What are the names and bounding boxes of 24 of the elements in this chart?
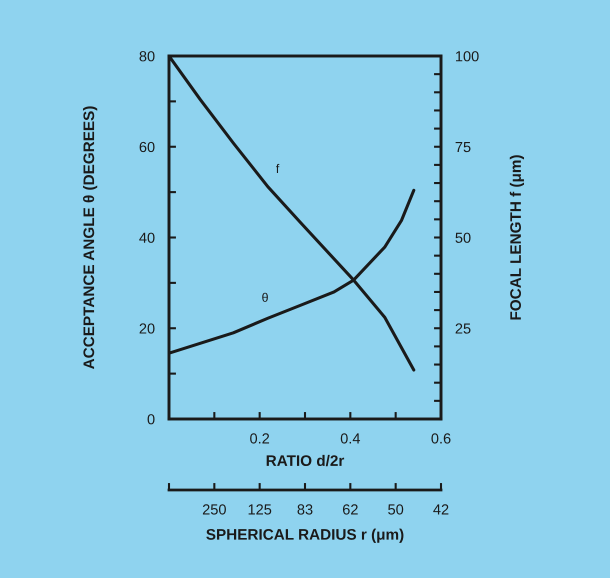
y-axis-title: ACCEPTANCE ANGLE θ (DEGREES) <box>82 106 98 369</box>
x-tick-label: 0.4 <box>340 433 360 444</box>
y-tick-label: 80 <box>140 51 155 62</box>
text: SPHERICAL RADIUS r (μm) <box>206 528 404 543</box>
y-tick-label: 60 <box>140 142 155 152</box>
category-label: 125 <box>248 504 272 515</box>
y2-tick-label: 75 <box>456 142 470 152</box>
category-label: 83 <box>298 504 312 515</box>
y-tick-label: 40 <box>139 232 155 243</box>
y2-tick-label: 100 <box>456 51 479 62</box>
x-axis-title: RATIO d/2r <box>266 454 344 466</box>
y2-tick-label: 50 <box>455 232 471 243</box>
series-label: f <box>276 164 280 173</box>
category-label: 50 <box>388 504 404 515</box>
category-label: 250 <box>202 504 226 515</box>
series-label: θ <box>262 292 268 302</box>
y-tick-label: 0 <box>148 414 155 424</box>
y-tick-label: 20 <box>140 323 155 334</box>
y2-tick-label: 25 <box>456 323 470 334</box>
category-label: 62 <box>342 504 358 515</box>
y2-axis-title: FOCAL LENGTH f (μm) <box>510 155 524 320</box>
x-tick-label: 0.6 <box>431 433 450 444</box>
x-tick-label: 0.2 <box>250 433 270 444</box>
category-label: 42 <box>433 504 448 514</box>
